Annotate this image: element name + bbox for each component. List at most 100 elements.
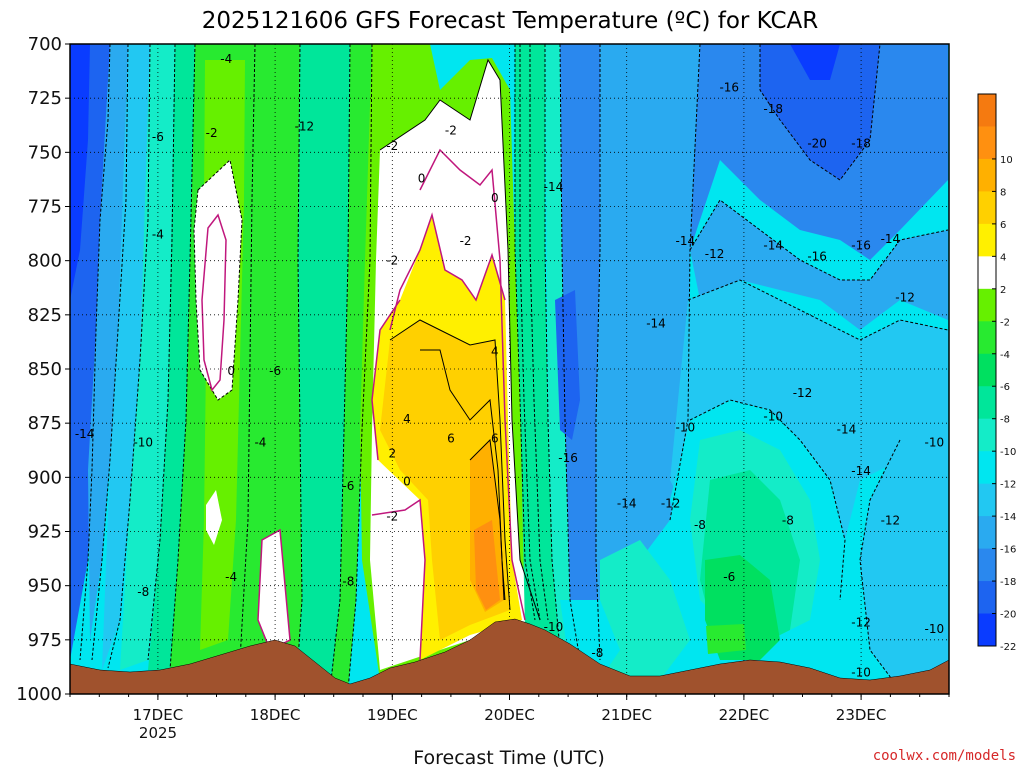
contour-label: -8 xyxy=(591,646,603,660)
contour-label: -10 xyxy=(851,665,871,679)
contour-label: -14 xyxy=(837,423,857,437)
colorbar-swatch xyxy=(978,256,996,290)
contour-label: -12 xyxy=(895,291,915,305)
contour-label: -16 xyxy=(851,239,871,253)
x-tick-label: 19DEC xyxy=(367,706,418,724)
contour-label: 4 xyxy=(491,345,499,359)
contour-label: -6 xyxy=(269,364,281,378)
colorbar-tick-label: -8 xyxy=(1000,415,1010,426)
y-tick-label: 775 xyxy=(28,197,62,218)
contour-label: -14 xyxy=(851,464,871,478)
colorbar-tick-label: -22 xyxy=(1000,642,1016,653)
colorbar-tick-label: 4 xyxy=(1000,252,1006,263)
terrain xyxy=(70,618,949,694)
y-tick-label: 900 xyxy=(28,467,62,488)
contour-label: -16 xyxy=(719,80,739,94)
colorbar-tick-label: -12 xyxy=(1000,480,1016,491)
colorbar-swatch xyxy=(978,483,996,517)
colorbar-tick-label: -10 xyxy=(1000,447,1016,458)
contour-label: -10 xyxy=(544,620,564,634)
colorbar-tick-label: -4 xyxy=(1000,350,1010,361)
contour-label: -2 xyxy=(386,139,398,153)
contour-label: 0 xyxy=(227,364,235,378)
contour-label: -12 xyxy=(705,247,725,261)
colorbar-legend: 10 8 6 4 2 -2 -4 -6 -8 -10 -12 -14 -16 -18 -20 -22 xyxy=(977,93,1016,653)
colorbar-tick-label: -14 xyxy=(1000,512,1016,523)
colorbar-tick-label: -6 xyxy=(1000,382,1010,393)
colorbar-swatch xyxy=(978,581,996,615)
contour-label: -14 xyxy=(646,317,666,331)
colorbar-swatch xyxy=(978,516,996,550)
x-axis: 17DEC 18DEC 19DEC 20DEC 21DEC 22DEC 23DEC xyxy=(69,694,950,724)
contour-label: -14 xyxy=(763,239,783,253)
contour-label: -8 xyxy=(342,574,354,588)
contour-label: -4 xyxy=(254,436,266,450)
colorbar-swatch xyxy=(978,223,996,257)
contour-label: -12 xyxy=(851,616,871,630)
y-tick-label: 1000 xyxy=(16,684,62,705)
x-tick-label: 18DEC xyxy=(250,706,301,724)
y-tick-label: 850 xyxy=(28,359,62,380)
colorbar-swatch xyxy=(978,451,996,485)
contour-label: -8 xyxy=(137,585,149,599)
colorbar-tick-label: -16 xyxy=(1000,545,1016,556)
x-tick-label: 23DEC xyxy=(836,706,887,724)
y-tick-label: 725 xyxy=(28,88,62,109)
colorbar-swatch xyxy=(978,288,996,322)
x-tick-label: 17DEC xyxy=(133,706,184,724)
colorbar-tick-label: -18 xyxy=(1000,577,1016,588)
y-tick-label: 875 xyxy=(28,413,62,434)
contour-label: 0 xyxy=(491,191,499,205)
contour-label: -18 xyxy=(763,102,783,116)
x-axis-label: Forecast Time (UTC) xyxy=(413,747,604,768)
contour-label: -10 xyxy=(925,622,945,636)
y-tick-label: 700 xyxy=(28,34,62,55)
contour-label: -12 xyxy=(661,496,681,510)
colorbar-swatch xyxy=(978,126,996,160)
contour-label: -8 xyxy=(694,518,706,532)
contour-label: -12 xyxy=(881,514,901,528)
colorbar-swatch xyxy=(978,613,996,647)
contour-label: -16 xyxy=(558,451,578,465)
credit-link[interactable]: coolwx.com/models xyxy=(873,748,1016,764)
x-tick-label: 21DEC xyxy=(601,706,652,724)
colorbar-tick-label: 8 xyxy=(1000,187,1006,198)
contour-label: -2 xyxy=(206,126,218,140)
y-tick-label: 825 xyxy=(28,305,62,326)
contour-label: -4 xyxy=(152,228,164,242)
y-tick-label: 925 xyxy=(28,522,62,543)
colorbar-swatch xyxy=(978,386,996,420)
contour-label: -14 xyxy=(675,234,695,248)
contour-label: -2 xyxy=(460,234,472,248)
y-tick-label: 750 xyxy=(28,142,62,163)
colorbar-frame xyxy=(977,93,997,647)
contour-label: -12 xyxy=(295,119,315,133)
contour-label: -10 xyxy=(763,410,783,424)
chart-title: 2025121606 GFS Forecast Temperature (ºC)… xyxy=(202,8,819,34)
contour-label: -12 xyxy=(793,386,813,400)
colorbar-swatch xyxy=(978,158,996,192)
contour-label: -10 xyxy=(133,436,153,450)
x-tick-label: 22DEC xyxy=(719,706,770,724)
contour-label: -2 xyxy=(386,509,398,523)
contour-label: -14 xyxy=(544,180,564,194)
contour-label: -4 xyxy=(225,570,237,584)
contour-label: -14 xyxy=(617,496,637,510)
colorbar-swatch xyxy=(978,418,996,452)
colorbar-swatch xyxy=(978,353,996,387)
colorbar-tick-label: -20 xyxy=(1000,610,1016,621)
contour-label: -4 xyxy=(220,52,232,66)
contour-label: -2 xyxy=(386,254,398,268)
contour-label: -10 xyxy=(925,436,945,450)
x-year-label: 2025 xyxy=(139,724,177,742)
colorbar-swatch xyxy=(978,548,996,582)
contour-label: -14 xyxy=(75,427,95,441)
colorbar-tick-label: 2 xyxy=(1000,285,1006,296)
contour-lines xyxy=(79,44,949,691)
colorbar-tick-label: -2 xyxy=(1000,317,1010,328)
y-tick-label: 800 xyxy=(28,251,62,272)
contour-label: -10 xyxy=(675,421,695,435)
contour-label: -14 xyxy=(881,232,901,246)
colorbar-swatch xyxy=(978,94,996,127)
